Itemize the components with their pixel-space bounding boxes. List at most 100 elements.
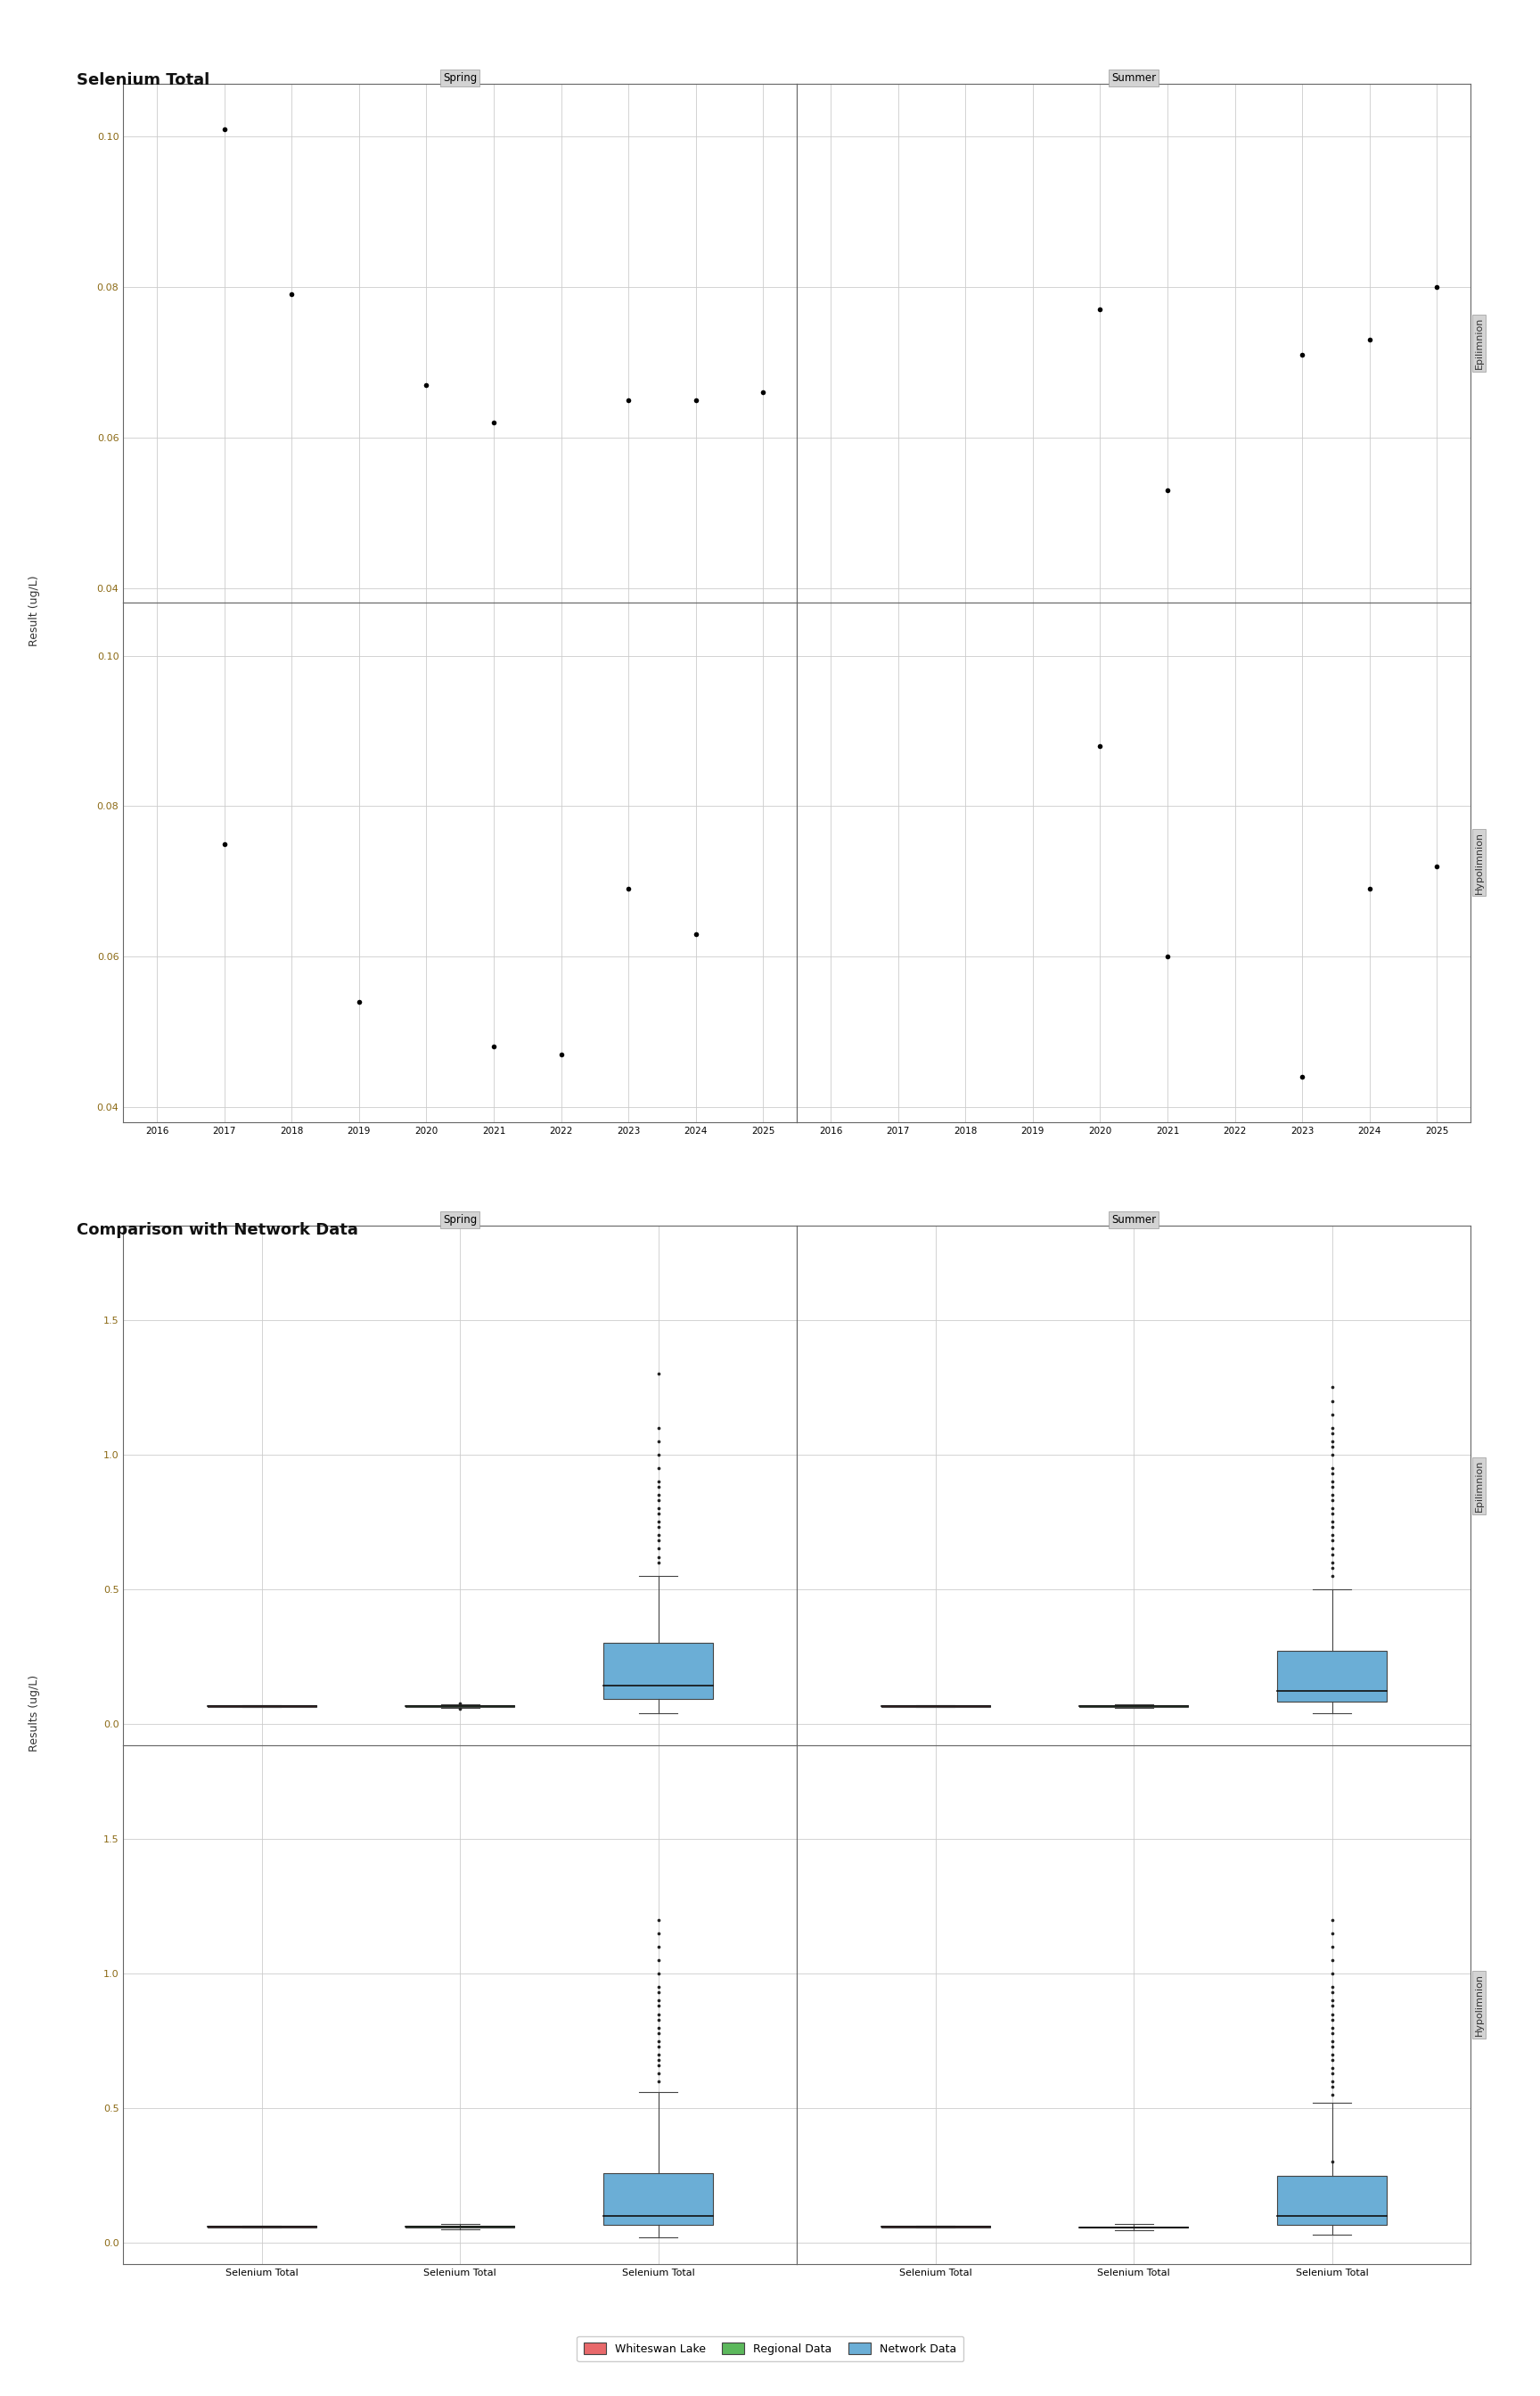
Point xyxy=(1320,1450,1344,1488)
Point xyxy=(645,1996,670,2034)
Point xyxy=(1424,268,1449,307)
Point xyxy=(1155,472,1180,510)
Title: Spring: Spring xyxy=(444,72,477,84)
Text: Selenium Total: Selenium Total xyxy=(77,72,209,89)
Point xyxy=(645,1538,670,1577)
Point xyxy=(1087,290,1112,328)
Point xyxy=(1320,2041,1344,2080)
Point xyxy=(616,381,641,419)
Point xyxy=(1320,1428,1344,1466)
Y-axis label: Epilimnion: Epilimnion xyxy=(1474,316,1483,369)
Point xyxy=(645,2001,670,2039)
Point xyxy=(645,1955,670,1993)
Point xyxy=(1320,1996,1344,2034)
Point xyxy=(279,276,303,314)
Title: Summer: Summer xyxy=(1112,1215,1157,1227)
Point xyxy=(1291,335,1315,374)
Point xyxy=(1320,1394,1344,1433)
Point xyxy=(645,1967,670,2005)
Point xyxy=(645,1543,670,1581)
Point xyxy=(645,1986,670,2025)
Point xyxy=(684,915,708,954)
Point xyxy=(1320,1469,1344,1507)
Point xyxy=(1320,2075,1344,2113)
Point xyxy=(1320,1536,1344,1574)
Point xyxy=(1320,1543,1344,1581)
Point xyxy=(1320,1382,1344,1421)
Point xyxy=(1155,937,1180,975)
Point xyxy=(1320,1929,1344,1967)
Point xyxy=(1320,1914,1344,1953)
Point xyxy=(1320,2068,1344,2106)
Point xyxy=(1320,2013,1344,2051)
Point xyxy=(1320,1955,1344,1993)
Point xyxy=(1424,848,1449,887)
Point xyxy=(645,1521,670,1560)
Point xyxy=(645,2053,670,2092)
Point xyxy=(645,1941,670,1979)
Point xyxy=(1320,2008,1344,2046)
Point xyxy=(1320,1521,1344,1560)
Legend: Whiteswan Lake, Regional Data, Network Data: Whiteswan Lake, Regional Data, Network D… xyxy=(576,2336,964,2362)
Point xyxy=(645,1517,670,1555)
Point xyxy=(645,2008,670,2046)
Point xyxy=(1320,2063,1344,2101)
Point xyxy=(1320,1481,1344,1519)
Point xyxy=(448,1689,473,1728)
Point xyxy=(1320,2034,1344,2073)
Point xyxy=(1320,2053,1344,2092)
Y-axis label: Epilimnion: Epilimnion xyxy=(1474,1459,1483,1512)
Y-axis label: Hypolimnion: Hypolimnion xyxy=(1474,831,1483,894)
Point xyxy=(1320,1507,1344,1545)
Point xyxy=(645,1502,670,1541)
Point xyxy=(1357,321,1381,359)
Point xyxy=(1320,1414,1344,1452)
Point xyxy=(213,824,237,863)
Point xyxy=(645,1421,670,1459)
Point xyxy=(1357,870,1381,908)
Point xyxy=(684,381,708,419)
Text: Results (ug/L): Results (ug/L) xyxy=(28,1675,40,1751)
Point xyxy=(1320,1476,1344,1514)
Bar xyxy=(604,2173,713,2226)
Point xyxy=(645,2041,670,2080)
Point xyxy=(1320,1900,1344,1938)
Point xyxy=(1320,1548,1344,1586)
Point xyxy=(1291,1057,1315,1095)
Point xyxy=(1320,2027,1344,2065)
Point xyxy=(645,2046,670,2085)
Title: Summer: Summer xyxy=(1112,72,1157,84)
Point xyxy=(548,1035,573,1073)
Point xyxy=(414,367,439,405)
Point xyxy=(645,2063,670,2101)
Point xyxy=(645,1476,670,1514)
Point xyxy=(1320,1517,1344,1555)
Point xyxy=(645,1507,670,1545)
Point xyxy=(482,1028,507,1066)
Point xyxy=(645,1974,670,2013)
Text: Comparison with Network Data: Comparison with Network Data xyxy=(77,1222,359,1239)
Point xyxy=(1320,1986,1344,2025)
Point xyxy=(1320,1409,1344,1447)
Point xyxy=(1320,1368,1344,1406)
Point xyxy=(645,1490,670,1529)
Point xyxy=(645,1435,670,1474)
Point xyxy=(1320,1495,1344,1533)
Bar xyxy=(604,1644,713,1699)
Point xyxy=(448,1684,473,1723)
Point xyxy=(1320,2001,1344,2039)
Point xyxy=(616,870,641,908)
Point xyxy=(645,1981,670,2020)
Point xyxy=(482,403,507,441)
Point xyxy=(645,1481,670,1519)
Point xyxy=(1320,1490,1344,1529)
Point xyxy=(645,2034,670,2073)
Point xyxy=(1320,1557,1344,1596)
Point xyxy=(1320,1981,1344,2020)
Point xyxy=(1320,1529,1344,1567)
Point xyxy=(645,1529,670,1567)
Point xyxy=(1320,2022,1344,2061)
Point xyxy=(645,1409,670,1447)
Bar xyxy=(1278,1651,1386,1701)
Bar xyxy=(1278,2176,1386,2226)
